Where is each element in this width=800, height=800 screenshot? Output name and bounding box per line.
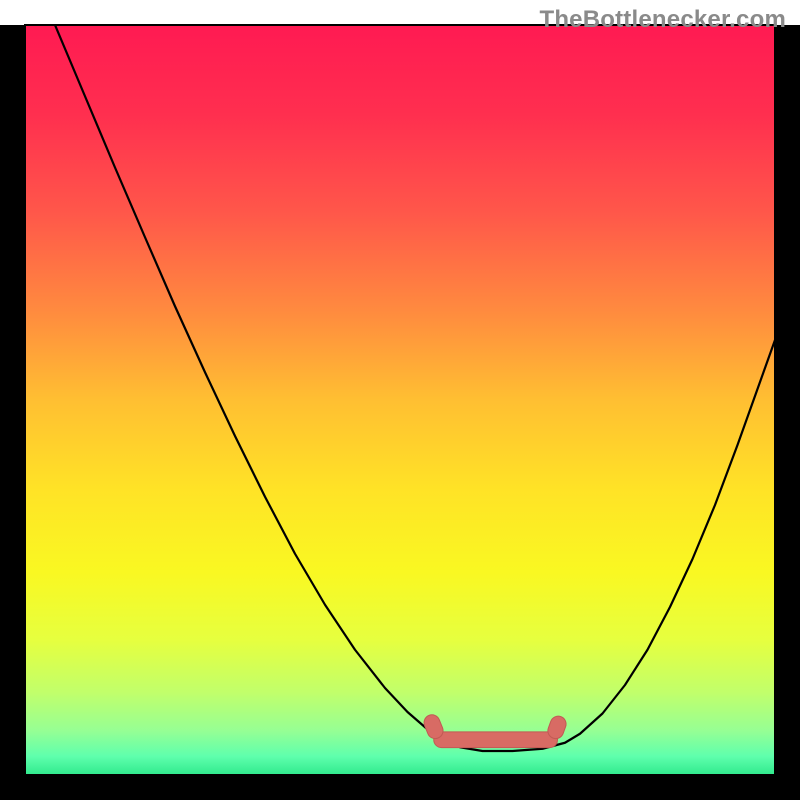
gradient-background [25, 25, 775, 775]
chart-frame: TheBottlenecker.com [0, 0, 800, 800]
optimal-band [434, 732, 558, 748]
bottleneck-chart [0, 0, 800, 800]
watermark-label: TheBottlenecker.com [539, 6, 786, 34]
